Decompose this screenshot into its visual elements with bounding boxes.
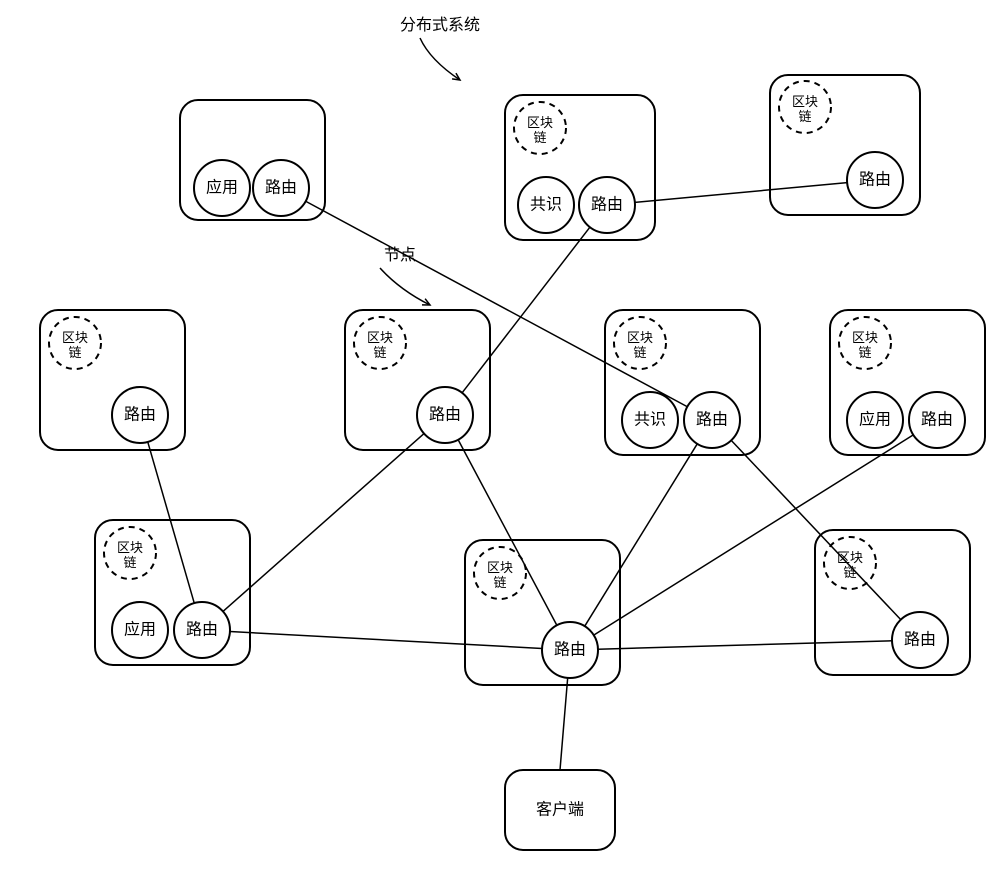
edge-n1_route-n6_route [306, 201, 688, 406]
annotations-layer: 分布式系统节点 [380, 16, 480, 305]
network-diagram: 应用路由区块链共识路由区块链路由区块链路由区块链路由区块链共识路由区块链应用路由… [0, 0, 1000, 879]
edge-n8_route-n9_route [230, 632, 542, 649]
component-label: 区块链 [852, 330, 878, 360]
component-label: 路由 [124, 406, 156, 424]
component-label: 路由 [429, 406, 461, 424]
component-label: 区块链 [62, 330, 88, 360]
node-n3: 区块链路由 [770, 75, 920, 215]
edge-n6_route-n9_route [585, 444, 698, 626]
component-label: 路由 [904, 631, 936, 649]
component-label: 区块链 [487, 560, 513, 590]
node-n10: 区块链路由 [815, 530, 970, 675]
node-n7: 区块链应用 路由 [830, 310, 985, 455]
component-label: 路由 [265, 179, 297, 197]
node-box [180, 100, 325, 220]
component-label: 区块链 [117, 540, 143, 570]
component-label: 区块链 [367, 330, 393, 360]
component-label: 路由 [921, 411, 953, 429]
edge-n4_route-n8_route [148, 442, 194, 603]
annotation-node-a: 节点 [384, 246, 416, 264]
nodes-layer: 应用路由区块链共识路由区块链路由区块链路由区块链路由区块链共识路由区块链应用路由… [40, 75, 985, 850]
edge-n9_route-n10_route [598, 641, 892, 649]
edge-n5_route-n2_route [462, 227, 590, 393]
client-label: 客户端 [536, 801, 584, 819]
component-label: 应用 [206, 178, 238, 197]
node-n6: 区块链共识 路由 [605, 310, 760, 455]
component-label: 应用 [124, 620, 156, 639]
node-n2: 区块链共识 路由 [505, 95, 655, 240]
node-n5: 区块链路由 [345, 310, 490, 450]
edge-n9_route-client [560, 678, 568, 770]
component-label: 路由 [554, 641, 586, 659]
component-label: 路由 [859, 171, 891, 189]
edge-n2_route-n3_route [635, 183, 847, 203]
component-label: 共识 [634, 411, 666, 429]
annotation-leader [420, 38, 460, 80]
edge-n5_route-n8_route [223, 434, 424, 612]
component-label: 区块链 [627, 330, 653, 360]
node-n8: 区块链应用 路由 [95, 520, 250, 665]
annotation-title: 分布式系统 [400, 16, 480, 34]
component-label: 路由 [591, 196, 623, 214]
component-label: 路由 [696, 411, 728, 429]
component-label: 共识 [530, 196, 562, 214]
component-label: 区块链 [792, 94, 818, 124]
component-label: 应用 [859, 410, 891, 429]
node-n9: 区块链路由 [465, 540, 620, 685]
node-n4: 区块链路由 [40, 310, 185, 450]
edge-n5_route-n9_route [458, 440, 557, 626]
edges-layer [148, 183, 914, 770]
node-n1: 应用 路由 [180, 100, 325, 220]
client-node: 客户端 [505, 770, 615, 850]
component-label: 路由 [186, 621, 218, 639]
component-label: 区块链 [527, 115, 553, 145]
annotation-leader [380, 268, 430, 305]
